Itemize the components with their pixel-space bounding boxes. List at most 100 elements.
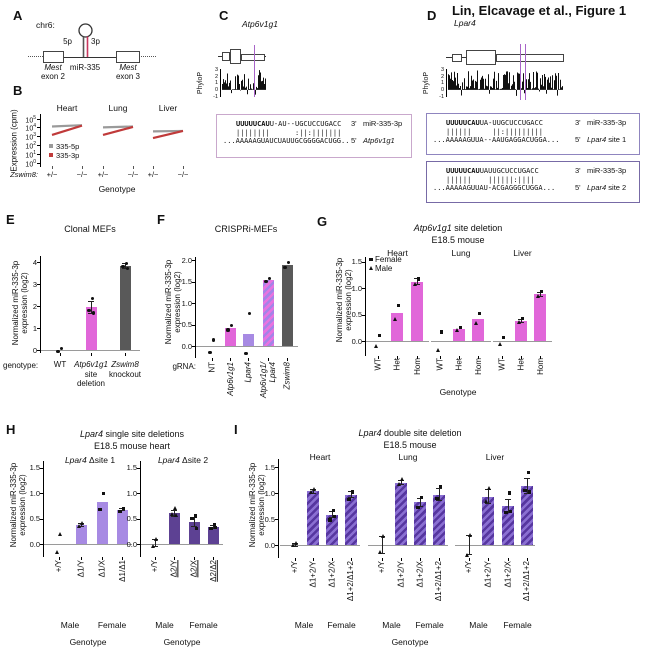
y-tick-label: 1.5 (126, 463, 137, 472)
y-tick (192, 346, 195, 347)
site-marker (524, 44, 526, 100)
gene-model-utr-d (452, 54, 462, 62)
data-point (211, 338, 216, 342)
phylop-tick-label: 2 (214, 73, 218, 80)
locus-line (64, 57, 116, 58)
data-point (98, 507, 102, 511)
data-point (392, 316, 397, 321)
exon3-gene-label: Mest (119, 63, 137, 72)
end-5prime-label: 5' (575, 183, 581, 192)
phylop-tick-label: -1 (213, 93, 218, 100)
error-cap (379, 552, 385, 554)
data-point (377, 334, 382, 338)
x-tick-label: Atp6v1g1 (225, 362, 235, 396)
end-5prime-label: 5' (575, 135, 581, 144)
x-tick (183, 166, 184, 169)
data-point (124, 261, 129, 266)
gene-model-3utr-c (241, 54, 265, 61)
exon3-label: exon 3 (115, 72, 141, 81)
data-point (190, 516, 194, 521)
chart-title: Lpar4 double site deletion (358, 428, 462, 438)
data-point (468, 532, 473, 537)
mirna-name-label: miR-335-3p (587, 166, 627, 175)
y-tick-label: 0.0 (351, 336, 362, 346)
data-point (516, 320, 521, 325)
target-name-label: Lpar4 site 2 (587, 183, 627, 192)
y-tick (37, 145, 40, 147)
y-axis-label: Normalized miR-335-3p expression (log2) (335, 257, 353, 343)
x-tick (174, 557, 175, 560)
data-point (483, 499, 488, 504)
data-point (416, 277, 421, 281)
phylop-axis (446, 69, 447, 97)
data-point (477, 311, 482, 316)
x-tick (382, 558, 383, 561)
phylop-tick-label: 3 (214, 66, 218, 73)
phylop-tick-label: 0 (214, 86, 218, 93)
error-bar (212, 525, 214, 530)
error-cap (348, 496, 354, 498)
error-bar (507, 499, 509, 513)
x-tick-label: Δ1+2/Δ1+2 (434, 561, 444, 602)
group-label: Heart (309, 452, 331, 462)
data-point (332, 514, 337, 518)
zero-line (493, 340, 552, 342)
y-tick (37, 127, 40, 129)
data-point (54, 549, 59, 554)
data-point (439, 330, 444, 334)
arm-3p-label: 3p (91, 37, 100, 46)
x-tick-label: Δ1+2/Y (396, 561, 406, 588)
y-tick (362, 288, 365, 289)
y-tick-label: 2.0 (181, 255, 192, 265)
x-tick (439, 558, 440, 561)
x-tick (230, 358, 231, 361)
group-label: Liver (513, 248, 532, 258)
x-tick (508, 558, 509, 561)
sex-label: Male (382, 620, 401, 630)
sex-label: Female (189, 620, 218, 630)
y-tick (137, 518, 140, 520)
bar (414, 502, 426, 545)
x-tick (52, 166, 53, 169)
y-axis (43, 461, 44, 557)
x-tick (527, 558, 528, 561)
data-point (473, 321, 478, 326)
x-tick (125, 353, 126, 356)
panel-letter-g: G (317, 214, 328, 229)
zero-line (280, 544, 360, 546)
exon2-gene-label: Mest (44, 63, 62, 72)
y-tick (40, 493, 43, 494)
y-tick (362, 341, 365, 342)
error-cap (524, 478, 530, 480)
data-point (523, 488, 527, 492)
y-tick (40, 544, 43, 545)
site-marker (519, 44, 522, 100)
error-cap (329, 517, 335, 519)
x-tick-label: WT (53, 360, 67, 369)
data-point (526, 470, 531, 474)
bar (207, 527, 219, 544)
error-bar (520, 318, 522, 323)
y-tick-label: 4 (32, 257, 37, 267)
bar (521, 486, 533, 545)
x-tick-label: Δ1+2/Δ1+2 (522, 561, 532, 602)
data-point (535, 293, 540, 298)
data-point (438, 485, 443, 489)
data-point (212, 523, 217, 527)
target-name-label: Lpar4 site 1 (587, 135, 627, 144)
x-tick (268, 358, 269, 361)
data-point (213, 526, 218, 530)
data-point (435, 496, 439, 500)
data-point (507, 491, 512, 495)
x-tick-label: Het (454, 358, 464, 371)
x-tick-label: Zswim8 knockout (108, 360, 142, 379)
error-cap (518, 321, 524, 323)
gene-model-utr-c (222, 52, 230, 61)
bar (96, 501, 108, 544)
error-bar (539, 291, 541, 297)
x-tick-label: WT (373, 358, 383, 371)
data-point (328, 518, 332, 522)
target-sequence: ...AAAAAGUUAU-ACGAGGGCUGGA... (433, 184, 556, 192)
x-tick (332, 558, 333, 561)
y-tick-label: 1.5 (29, 463, 40, 472)
